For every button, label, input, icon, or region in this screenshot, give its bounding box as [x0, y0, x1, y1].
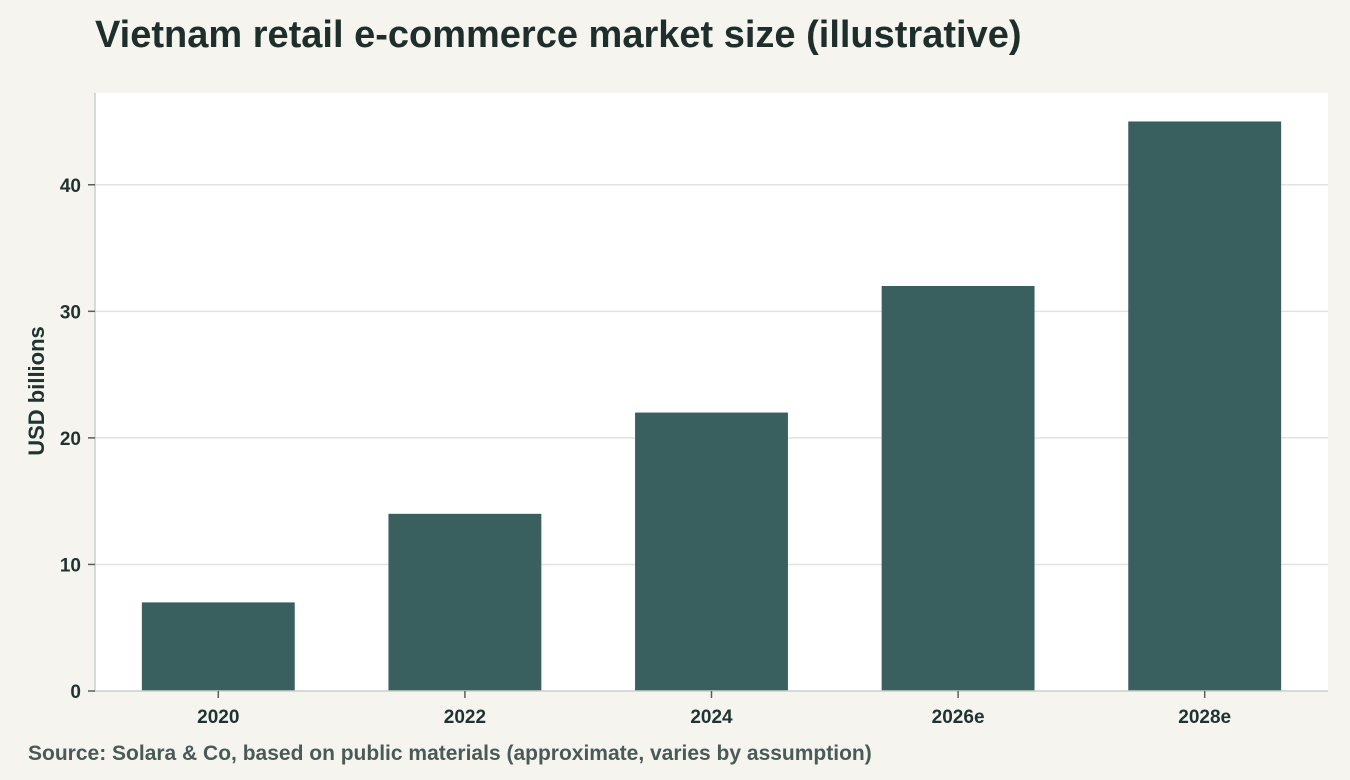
x-axis-ticks: 2020 2022 2024 2026e 2028e — [197, 691, 1231, 728]
y-tick-label: 10 — [60, 555, 81, 576]
y-axis-ticks: 0 10 20 30 40 — [60, 176, 95, 703]
chart-title: Vietnam retail e-commerce market size (i… — [95, 14, 1022, 56]
y-tick-label: 0 — [70, 682, 81, 703]
y-tick-label: 20 — [60, 429, 81, 450]
y-tick-label: 40 — [60, 176, 81, 197]
x-tick-label: 2026e — [932, 707, 985, 728]
x-tick-label: 2024 — [690, 707, 733, 728]
source-note: Source: Solara & Co, based on public mat… — [28, 742, 872, 765]
bar-2028e — [1128, 121, 1282, 691]
bar-2024 — [635, 412, 788, 691]
y-tick-label: 30 — [60, 302, 81, 323]
x-tick-label: 2020 — [197, 707, 239, 728]
bar-2022 — [388, 513, 542, 691]
bar-2026e — [881, 286, 1035, 691]
x-tick-label: 2022 — [444, 707, 486, 728]
bar-2020 — [141, 602, 295, 691]
bars — [141, 121, 1282, 691]
x-tick-label: 2028e — [1178, 707, 1231, 728]
